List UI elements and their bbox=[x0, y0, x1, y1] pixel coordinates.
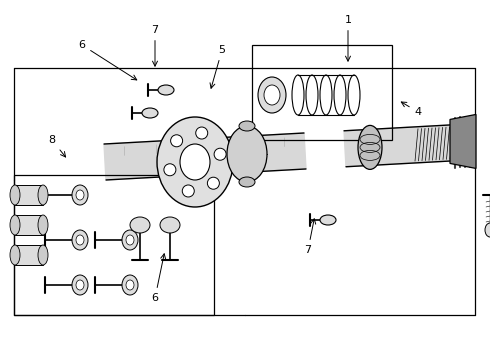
Ellipse shape bbox=[126, 280, 134, 290]
Ellipse shape bbox=[358, 125, 382, 170]
Ellipse shape bbox=[72, 275, 88, 295]
Text: 6: 6 bbox=[151, 254, 166, 303]
Ellipse shape bbox=[122, 275, 138, 295]
Ellipse shape bbox=[130, 217, 150, 233]
Text: 5: 5 bbox=[210, 45, 225, 88]
Ellipse shape bbox=[72, 230, 88, 250]
Text: 7: 7 bbox=[151, 25, 159, 66]
Text: 8: 8 bbox=[49, 135, 66, 157]
Text: 1: 1 bbox=[344, 15, 351, 61]
Ellipse shape bbox=[122, 230, 138, 250]
Bar bbox=[14, 175, 214, 315]
Text: 4: 4 bbox=[401, 102, 421, 117]
Ellipse shape bbox=[164, 164, 176, 176]
Polygon shape bbox=[344, 124, 469, 167]
Text: 6: 6 bbox=[78, 40, 137, 80]
Ellipse shape bbox=[239, 177, 255, 187]
Text: 2: 2 bbox=[0, 359, 1, 360]
Ellipse shape bbox=[258, 77, 286, 113]
Ellipse shape bbox=[207, 177, 220, 189]
Bar bbox=[15, 215, 43, 235]
Ellipse shape bbox=[10, 185, 20, 205]
Text: 3: 3 bbox=[0, 359, 1, 360]
Ellipse shape bbox=[180, 144, 210, 180]
Polygon shape bbox=[104, 133, 306, 180]
Ellipse shape bbox=[160, 217, 180, 233]
Ellipse shape bbox=[10, 215, 20, 235]
Ellipse shape bbox=[142, 108, 158, 118]
Ellipse shape bbox=[38, 215, 48, 235]
Ellipse shape bbox=[126, 235, 134, 245]
Ellipse shape bbox=[157, 117, 233, 207]
Ellipse shape bbox=[214, 148, 226, 160]
Ellipse shape bbox=[76, 190, 84, 200]
Ellipse shape bbox=[10, 245, 20, 265]
Text: 7: 7 bbox=[304, 219, 316, 255]
Ellipse shape bbox=[320, 215, 336, 225]
Ellipse shape bbox=[485, 223, 490, 237]
Ellipse shape bbox=[227, 126, 267, 182]
Bar bbox=[15, 245, 43, 265]
Polygon shape bbox=[450, 114, 476, 168]
Ellipse shape bbox=[239, 121, 255, 131]
Ellipse shape bbox=[264, 85, 280, 105]
Bar bbox=[15, 185, 43, 205]
Ellipse shape bbox=[158, 85, 174, 95]
Ellipse shape bbox=[38, 185, 48, 205]
Bar bbox=[252, 45, 392, 140]
Ellipse shape bbox=[171, 135, 183, 147]
Ellipse shape bbox=[38, 245, 48, 265]
Ellipse shape bbox=[72, 185, 88, 205]
Ellipse shape bbox=[196, 127, 208, 139]
Ellipse shape bbox=[76, 235, 84, 245]
Ellipse shape bbox=[182, 185, 194, 197]
Ellipse shape bbox=[76, 280, 84, 290]
